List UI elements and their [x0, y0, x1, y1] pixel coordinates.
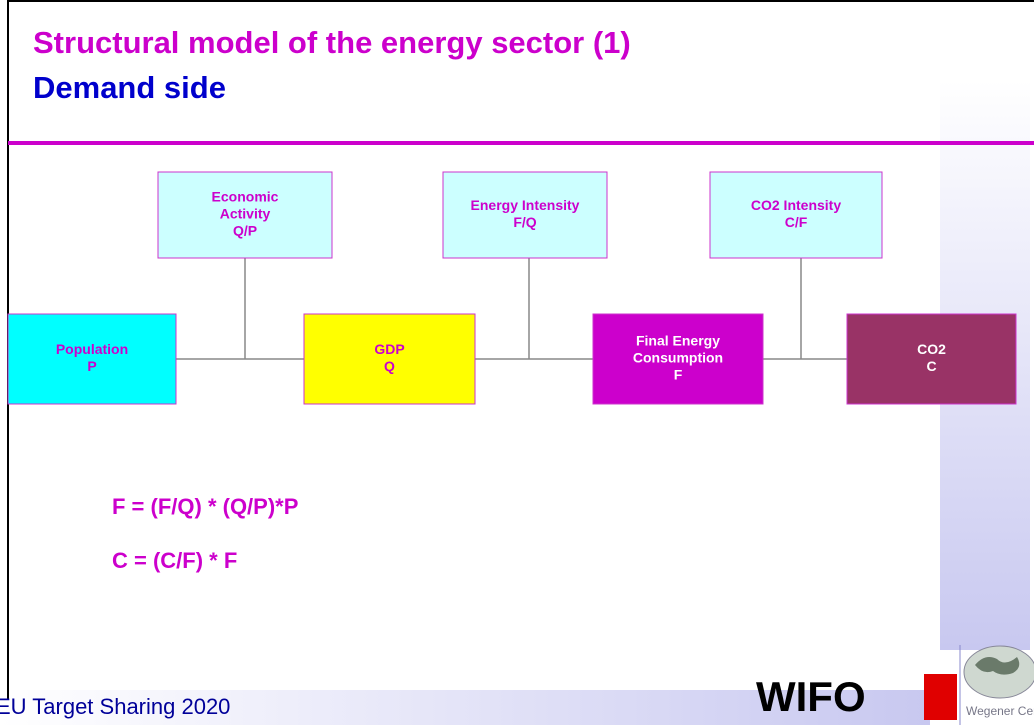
footer-text: EU Target Sharing 2020: [0, 694, 230, 719]
box-label: C: [926, 358, 936, 374]
wifo-square: [924, 674, 957, 720]
box-label: F: [674, 367, 683, 383]
box-label: Economic: [212, 189, 279, 205]
box-label: Q: [384, 358, 395, 374]
box: [846, 313, 1017, 405]
box: [592, 313, 764, 405]
box: [709, 171, 883, 259]
box-label: Q/P: [233, 223, 257, 239]
title: Structural model of the energy sector (1…: [33, 25, 631, 60]
box-label: Final Energy: [636, 333, 720, 349]
box-label: P: [87, 358, 96, 374]
box-label: GDP: [374, 341, 404, 357]
subtitle: Demand side: [33, 70, 226, 105]
box-label: F/Q: [513, 214, 536, 230]
box-label: CO2: [917, 341, 946, 357]
box-label: CO2 Intensity: [751, 197, 841, 213]
box-label: Activity: [220, 206, 271, 222]
box: [157, 171, 333, 259]
footer-band: [0, 690, 930, 725]
box: [442, 171, 608, 259]
globe-land: [975, 657, 1020, 675]
box-label: Energy Intensity: [471, 197, 580, 213]
formula: C = (C/F) * F: [112, 548, 237, 573]
box: [303, 313, 476, 405]
wegener-logo: Wegener Center: [966, 704, 1034, 718]
box-label: Population: [56, 341, 128, 357]
wifo-logo: WIFO: [756, 673, 866, 720]
box-label: Consumption: [633, 350, 723, 366]
formula: F = (F/Q) * (Q/P)*P: [112, 494, 298, 519]
box: [7, 313, 177, 405]
box-label: C/F: [785, 214, 808, 230]
